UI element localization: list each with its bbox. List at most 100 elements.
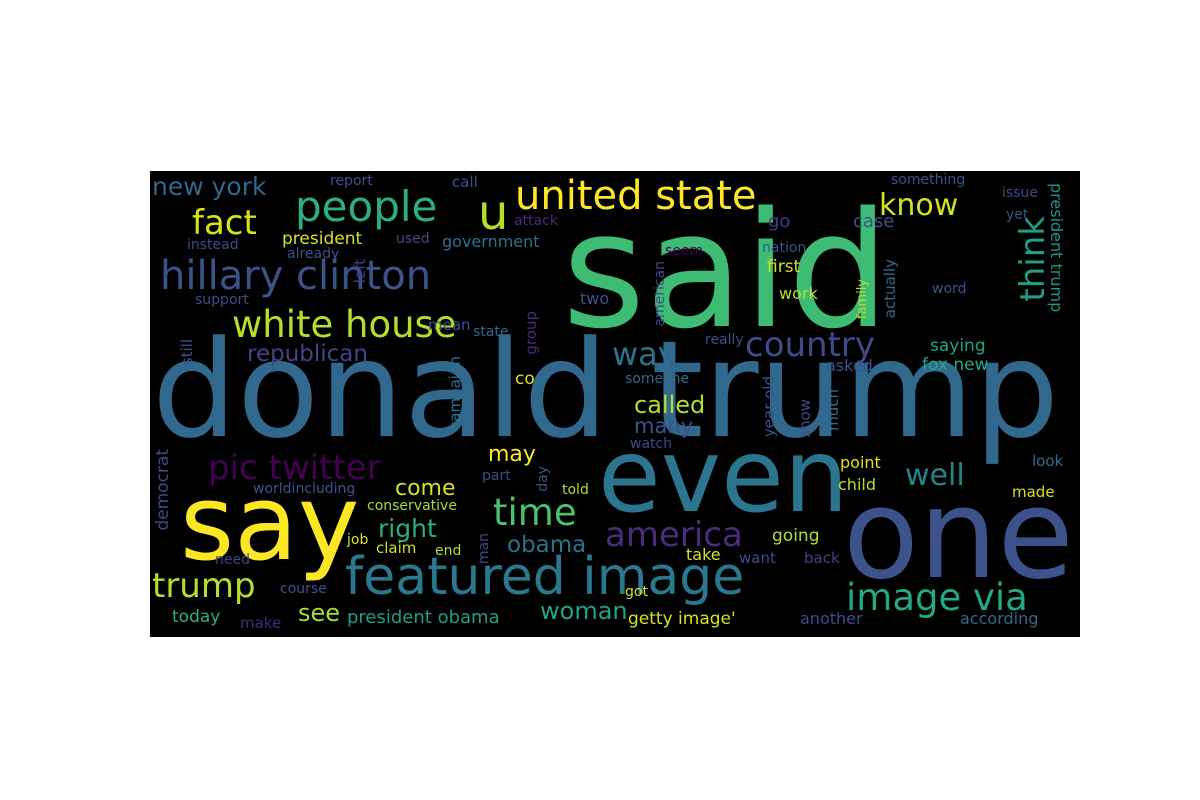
word-well: well bbox=[905, 458, 965, 493]
word-worldincluding: worldincluding bbox=[253, 481, 356, 497]
word-end: end bbox=[435, 543, 462, 559]
word-republican: republican bbox=[247, 341, 368, 367]
word-think: think bbox=[1013, 216, 1053, 302]
word-one: one bbox=[843, 463, 1074, 607]
word-much: much bbox=[824, 389, 842, 431]
word-make: make bbox=[240, 614, 282, 632]
word-conservative: conservative bbox=[367, 498, 457, 514]
word-even: even bbox=[598, 417, 849, 536]
word-report: report bbox=[330, 173, 373, 189]
word-day: day bbox=[535, 466, 551, 492]
word-fox-new: fox new bbox=[922, 355, 989, 375]
word-still: still bbox=[178, 339, 196, 366]
word-course: course bbox=[280, 581, 327, 597]
word-look: look bbox=[1032, 452, 1064, 470]
word-family: family bbox=[855, 279, 870, 320]
word-country: country bbox=[745, 325, 876, 365]
word-need: need bbox=[215, 552, 250, 568]
word-white-house: white house bbox=[232, 303, 457, 346]
word-may: may bbox=[488, 442, 536, 467]
word-left: left bbox=[351, 259, 369, 284]
word-watch: watch bbox=[630, 436, 673, 452]
word-attack: attack bbox=[514, 213, 558, 229]
word-cloud: said donald trump even one say featured … bbox=[150, 171, 1080, 637]
word-back: back bbox=[804, 549, 840, 567]
word-many: many bbox=[634, 414, 694, 438]
word-job: job bbox=[347, 532, 369, 548]
word-united-state: united state bbox=[515, 173, 757, 219]
word-go: go bbox=[768, 211, 791, 232]
word-work: work bbox=[779, 284, 818, 303]
word-said: said bbox=[562, 177, 890, 364]
word-featured-image: featured image bbox=[345, 547, 745, 607]
word-democrat: democrat bbox=[153, 449, 173, 531]
word-know: know bbox=[879, 188, 959, 223]
word-something: something bbox=[891, 172, 966, 188]
word-made: made bbox=[1012, 483, 1055, 501]
word-state: state bbox=[473, 324, 509, 340]
word-trump: trump bbox=[152, 566, 256, 606]
word-image-via: image via bbox=[846, 576, 1028, 619]
word-today: today bbox=[172, 607, 221, 627]
word-fact: fact bbox=[192, 203, 257, 243]
word-support: support bbox=[195, 292, 249, 308]
word-president-trump: president trump bbox=[1047, 183, 1066, 313]
word-people: people bbox=[295, 182, 438, 231]
word-first: first bbox=[767, 257, 801, 277]
word-instead: instead bbox=[187, 237, 239, 253]
word-new-york: new york bbox=[152, 172, 267, 201]
word-donald-trump: donald trump bbox=[152, 312, 1060, 468]
word-year-old: year old bbox=[760, 376, 778, 438]
word-u: u bbox=[478, 185, 509, 241]
word-show: show bbox=[796, 399, 814, 438]
word-issue: issue bbox=[1002, 185, 1038, 201]
word-man: man bbox=[476, 533, 492, 565]
word-saying: saying bbox=[930, 336, 986, 356]
word-getty-image: getty image' bbox=[628, 609, 736, 629]
word-seem: seem bbox=[665, 243, 704, 259]
word-actually: actually bbox=[881, 259, 899, 319]
word-president-obama: president obama bbox=[347, 607, 500, 628]
word-america: america bbox=[605, 515, 743, 555]
word-called: called bbox=[634, 391, 706, 419]
word-asked: asked bbox=[826, 356, 873, 375]
word-nation: nation bbox=[762, 240, 807, 256]
word-co: co bbox=[515, 369, 535, 389]
word-campaign: campaign bbox=[446, 356, 464, 430]
word-someone: someone bbox=[625, 371, 690, 387]
word-time: time bbox=[493, 491, 577, 534]
word-used: used bbox=[396, 231, 430, 247]
word-american: american bbox=[652, 261, 668, 327]
word-call: call bbox=[452, 173, 478, 191]
word-see: see bbox=[298, 599, 341, 627]
word-way: way bbox=[612, 335, 677, 373]
word-word: word bbox=[932, 281, 967, 297]
word-hillary-clinton: hillary clinton bbox=[160, 253, 432, 299]
word-group: group bbox=[522, 311, 540, 355]
word-already: already bbox=[287, 246, 340, 262]
word-mean: mean bbox=[428, 316, 471, 334]
word-yet: yet bbox=[1006, 207, 1029, 223]
word-part: part bbox=[482, 468, 511, 484]
word-right: right bbox=[378, 514, 437, 543]
word-case: case bbox=[853, 211, 895, 232]
word-take: take bbox=[686, 545, 721, 564]
word-two: two bbox=[580, 289, 610, 308]
word-want: want bbox=[739, 549, 776, 567]
word-say: say bbox=[180, 462, 360, 584]
word-really: really bbox=[705, 332, 744, 348]
word-claim: claim bbox=[376, 539, 417, 557]
word-come: come bbox=[395, 476, 456, 501]
word-point: point bbox=[840, 453, 881, 472]
word-child: child bbox=[838, 475, 876, 494]
word-woman: woman bbox=[540, 597, 628, 625]
word-told: told bbox=[562, 482, 589, 498]
word-got: got bbox=[625, 584, 648, 600]
word-another: another bbox=[800, 609, 863, 628]
word-government: government bbox=[442, 232, 540, 251]
word-according: according bbox=[960, 609, 1039, 628]
word-president: president bbox=[282, 229, 363, 249]
word-pic-twitter: pic twitter bbox=[208, 448, 381, 488]
word-going: going bbox=[772, 526, 820, 546]
word-obama: obama bbox=[507, 532, 587, 558]
